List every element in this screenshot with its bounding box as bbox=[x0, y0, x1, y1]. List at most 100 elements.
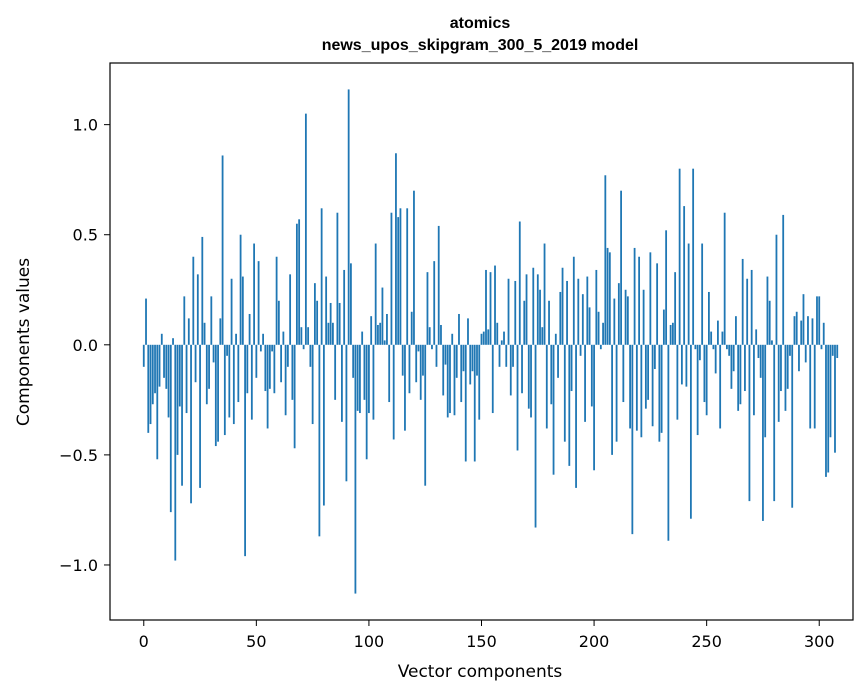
bar-200 bbox=[593, 344, 595, 471]
bar-114 bbox=[399, 208, 402, 345]
bar-293 bbox=[802, 294, 805, 345]
bar-211 bbox=[617, 283, 620, 345]
bar-300 bbox=[818, 296, 821, 345]
bar-168 bbox=[521, 344, 523, 394]
bar-25 bbox=[199, 344, 201, 488]
bar-120 bbox=[413, 190, 415, 345]
bar-10 bbox=[165, 344, 168, 389]
bar-206 bbox=[606, 247, 609, 345]
bar-225 bbox=[649, 252, 652, 345]
bar-97 bbox=[361, 331, 364, 345]
bar-133 bbox=[442, 344, 445, 396]
bar-235 bbox=[671, 322, 674, 345]
bar-181 bbox=[550, 344, 553, 405]
x-tick-label: 250 bbox=[691, 632, 722, 651]
bar-23 bbox=[194, 344, 197, 383]
bar-111 bbox=[392, 344, 395, 440]
bar-127 bbox=[428, 327, 431, 345]
bar-292 bbox=[800, 320, 803, 345]
bar-247 bbox=[699, 344, 701, 361]
bar-37 bbox=[226, 344, 228, 356]
bar-209 bbox=[613, 298, 616, 345]
bar-86 bbox=[336, 212, 339, 345]
bar-185 bbox=[559, 291, 562, 345]
bar-142 bbox=[462, 344, 465, 372]
bar-259 bbox=[726, 344, 728, 350]
bar-270 bbox=[750, 269, 753, 345]
bar-77 bbox=[316, 300, 319, 345]
y-tick-label: 0.0 bbox=[73, 336, 98, 355]
bar-122 bbox=[417, 344, 420, 352]
bar-223 bbox=[644, 344, 647, 409]
bar-258 bbox=[723, 212, 726, 345]
x-tick-label: 0 bbox=[139, 632, 149, 651]
bar-139 bbox=[455, 344, 458, 378]
bar-24 bbox=[196, 274, 199, 345]
bar-107 bbox=[383, 340, 386, 345]
bar-79 bbox=[320, 208, 323, 345]
bar-17 bbox=[181, 344, 183, 486]
bar-52 bbox=[259, 344, 262, 352]
bar-273 bbox=[757, 344, 760, 359]
bar-156 bbox=[494, 265, 496, 345]
bar-33 bbox=[217, 344, 219, 442]
bar-179 bbox=[545, 344, 548, 429]
x-tick-label: 200 bbox=[579, 632, 610, 651]
bar-71 bbox=[302, 344, 305, 350]
bar-194 bbox=[579, 344, 582, 356]
bar-281 bbox=[775, 234, 778, 345]
chart-subtitle: news_upos_skipgram_300_5_2019 model bbox=[322, 37, 639, 54]
bar-207 bbox=[608, 252, 611, 345]
bar-104 bbox=[377, 324, 379, 345]
bar-188 bbox=[566, 280, 568, 345]
bar-84 bbox=[332, 322, 334, 345]
bar-9 bbox=[163, 344, 165, 378]
bar-96 bbox=[359, 344, 361, 414]
bar-236 bbox=[674, 272, 677, 345]
bar-95 bbox=[356, 344, 359, 411]
bar-119 bbox=[410, 311, 413, 345]
bar-14 bbox=[174, 344, 177, 561]
bar-189 bbox=[568, 344, 571, 466]
bar-151 bbox=[482, 331, 485, 345]
bar-227 bbox=[653, 344, 656, 370]
chart-title: atomics bbox=[450, 15, 511, 32]
bar-28 bbox=[205, 344, 208, 405]
bar-81 bbox=[325, 276, 328, 345]
bar-154 bbox=[489, 272, 492, 345]
bar-68 bbox=[295, 223, 298, 345]
bar-47 bbox=[248, 313, 251, 345]
bar-138 bbox=[453, 344, 456, 416]
bar-57 bbox=[271, 344, 274, 352]
bar-63 bbox=[284, 344, 287, 416]
bar-232 bbox=[665, 230, 668, 345]
bar-263 bbox=[735, 316, 737, 345]
bar-91 bbox=[347, 89, 350, 345]
bar-157 bbox=[496, 322, 499, 345]
x-tick-label: 100 bbox=[354, 632, 385, 651]
bar-146 bbox=[471, 344, 474, 372]
bar-234 bbox=[669, 324, 672, 345]
bar-202 bbox=[597, 311, 600, 345]
bar-192 bbox=[575, 344, 577, 488]
bar-279 bbox=[771, 340, 773, 345]
bar-76 bbox=[313, 283, 316, 345]
bar-92 bbox=[350, 263, 352, 345]
bar-306 bbox=[831, 344, 834, 356]
bar-220 bbox=[638, 256, 641, 345]
bar-208 bbox=[611, 344, 613, 455]
bar-290 bbox=[795, 311, 798, 345]
bar-158 bbox=[498, 344, 501, 367]
bar-261 bbox=[730, 344, 733, 389]
bar-304 bbox=[827, 344, 830, 473]
bar-126 bbox=[426, 272, 429, 345]
bar-268 bbox=[746, 278, 749, 345]
bar-72 bbox=[304, 113, 307, 345]
bar-155 bbox=[491, 344, 494, 414]
bar-231 bbox=[662, 309, 665, 345]
bar-40 bbox=[232, 344, 235, 425]
bar-48 bbox=[250, 344, 253, 420]
bar-256 bbox=[719, 344, 722, 429]
bar-178 bbox=[543, 243, 546, 345]
bar-221 bbox=[640, 344, 643, 438]
